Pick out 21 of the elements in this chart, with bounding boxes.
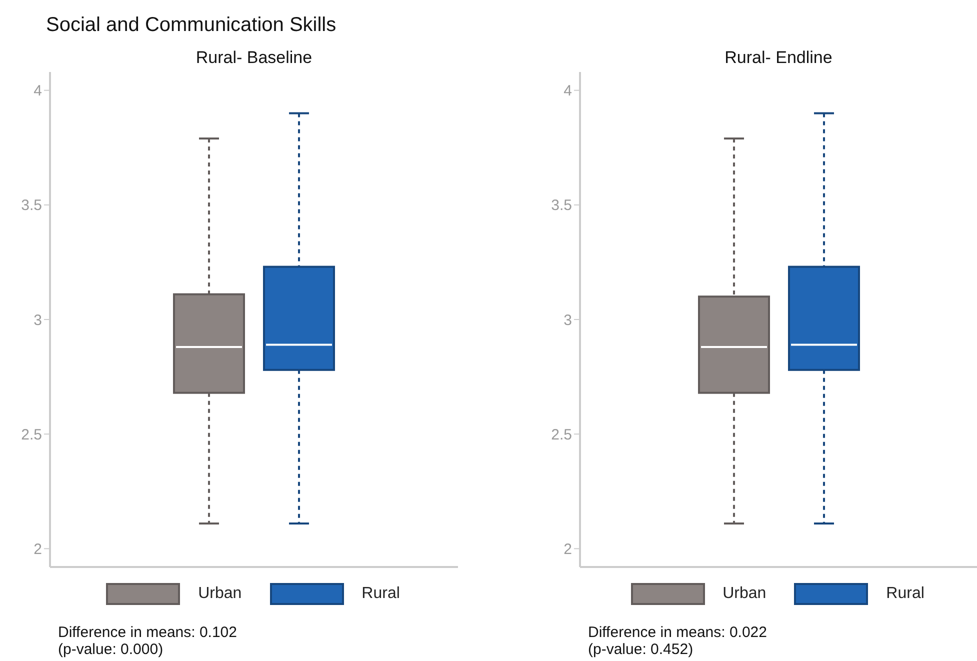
text: (p-value: 0.000) (58, 641, 164, 658)
legend-label: Urban (722, 585, 766, 603)
legend-label: Rural (362, 585, 400, 603)
y-tick-label: 4 (564, 82, 572, 100)
text: Difference in means: 0.022 (588, 624, 767, 641)
y-tick-label: 2 (564, 540, 572, 558)
y-tick-label: 3.5 (21, 197, 42, 214)
y-tick-label: 3 (34, 312, 42, 329)
chart-title: Social and Communication Skills (46, 14, 336, 37)
chart-title: Rural- Endline (724, 48, 834, 68)
legend-label: Urban (198, 585, 242, 603)
text: Difference in means: 0.102 (58, 624, 237, 641)
y-tick-label: 3.5 (551, 197, 572, 214)
y-tick-label: 2 (34, 540, 42, 558)
y-tick-label: 2.5 (551, 426, 572, 444)
y-tick-label: 2.5 (21, 426, 42, 444)
legend-label: Rural (886, 585, 924, 603)
y-tick-label: 4 (34, 82, 42, 100)
y-tick-label: 3 (564, 312, 572, 329)
chart-subtitle: Rural- Baseline (194, 48, 314, 68)
text: (p-value: 0.452) (588, 641, 694, 658)
